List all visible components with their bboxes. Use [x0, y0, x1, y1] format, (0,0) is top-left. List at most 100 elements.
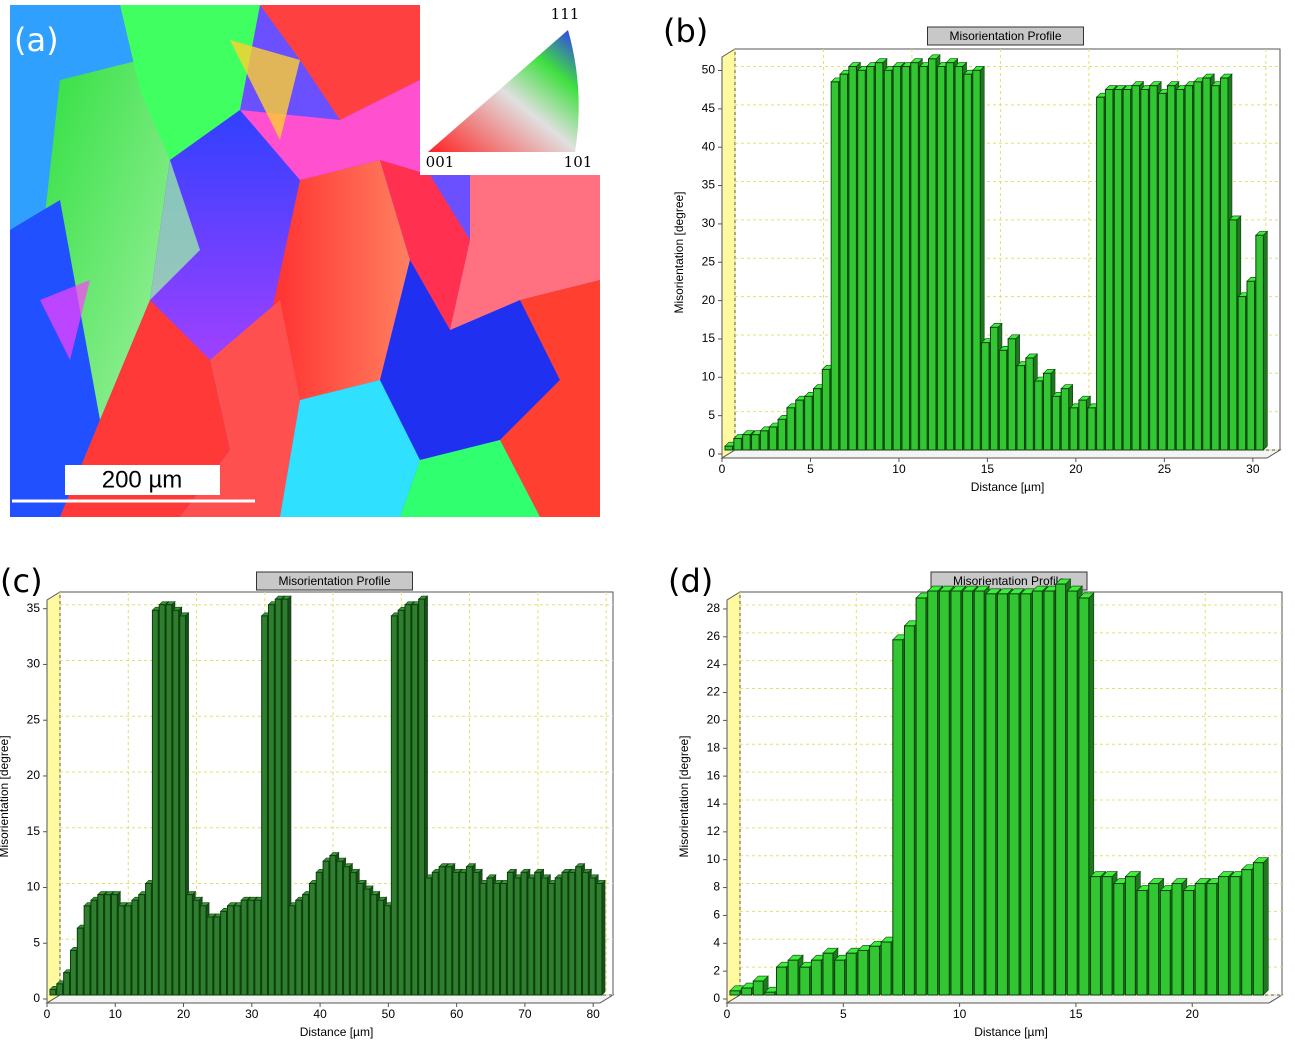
- x-tick-label: 60: [450, 1007, 464, 1021]
- chart-title: Misorientation Profile: [953, 574, 1065, 588]
- y-tick-label: 14: [707, 796, 721, 810]
- bar: [213, 916, 221, 996]
- bar: [1113, 89, 1123, 451]
- bar: [1217, 876, 1229, 996]
- bar: [1113, 883, 1125, 996]
- bar: [227, 905, 234, 996]
- bar: [989, 326, 999, 451]
- ipf-label: 101: [564, 153, 593, 171]
- x-tick-label: 25: [1158, 462, 1172, 476]
- bar: [804, 395, 813, 451]
- bar: [1122, 89, 1132, 451]
- y-tick-label: 0: [33, 991, 40, 1005]
- bar: [124, 905, 132, 996]
- bar: [452, 871, 460, 996]
- bar: [1034, 380, 1043, 451]
- bar: [869, 945, 880, 996]
- y-tick-label: 10: [707, 852, 721, 866]
- bar: [595, 882, 603, 996]
- y-axis-label: Misorientation [degree]: [0, 735, 11, 857]
- bar: [404, 604, 412, 996]
- bar: [830, 81, 840, 451]
- bar: [541, 877, 548, 996]
- bar: [1016, 365, 1025, 451]
- bar: [240, 899, 248, 996]
- y-tick-label: 28: [707, 601, 721, 615]
- bar: [56, 983, 64, 996]
- bar: [927, 590, 939, 996]
- bar: [220, 910, 227, 996]
- bar: [1229, 876, 1241, 996]
- x-tick-label: 5: [840, 1007, 847, 1021]
- y-tick-label: 30: [702, 216, 716, 230]
- x-tick-label: 50: [382, 1007, 396, 1021]
- y-tick-label: 16: [707, 768, 721, 782]
- chart-title: Misorientation Profile: [278, 574, 390, 588]
- bar: [233, 905, 241, 996]
- bar: [1069, 407, 1079, 451]
- panel-label: (a): [14, 21, 59, 59]
- bar: [459, 871, 466, 996]
- bar: [76, 927, 84, 996]
- bar: [1078, 399, 1087, 451]
- bar: [998, 349, 1008, 451]
- bar: [1171, 883, 1183, 996]
- bar: [927, 58, 937, 451]
- bar: [110, 894, 118, 996]
- ipf-label: 001: [426, 153, 455, 171]
- bar: [520, 871, 528, 996]
- bar: [1131, 85, 1141, 451]
- bar: [848, 66, 857, 451]
- y-tick-label: 5: [33, 935, 40, 949]
- bar: [131, 899, 139, 996]
- bar: [880, 941, 892, 996]
- bar: [186, 894, 193, 996]
- y-axis-label: Misorientation [degree]: [672, 191, 686, 313]
- bar: [418, 598, 425, 996]
- bar: [945, 62, 955, 451]
- bar: [1211, 85, 1220, 451]
- bar: [472, 871, 480, 996]
- bar: [1184, 85, 1194, 451]
- bar: [261, 615, 268, 996]
- bar: [936, 66, 946, 451]
- bar: [486, 877, 494, 996]
- bar: [431, 871, 439, 996]
- bar: [561, 871, 569, 996]
- bar: [165, 604, 173, 996]
- bar: [768, 426, 778, 451]
- bar: [834, 959, 846, 996]
- bar: [950, 590, 962, 996]
- y-tick-label: 24: [707, 657, 721, 671]
- ipf-label: 111: [551, 5, 580, 23]
- chart: (c) 0 5 10 15 20 25 30 35 0 10 20 30 40 50 60 70 80 Misori…: [0, 562, 615, 1039]
- y-tick-label: 4: [713, 935, 720, 949]
- bar: [729, 990, 741, 996]
- bar: [910, 62, 919, 451]
- x-tick-label: 0: [44, 1007, 51, 1021]
- y-tick-label: 10: [702, 369, 716, 383]
- bar: [724, 445, 734, 451]
- bar: [786, 407, 795, 451]
- bar: [315, 871, 323, 996]
- bar: [777, 418, 787, 451]
- bar: [90, 899, 98, 996]
- bar: [1104, 89, 1114, 451]
- bar: [247, 899, 255, 996]
- bar: [1060, 388, 1070, 451]
- bar: [883, 69, 893, 451]
- bar: [1159, 890, 1171, 996]
- bar: [254, 899, 262, 996]
- y-tick-label: 30: [27, 657, 41, 671]
- ipf-triangle: [428, 30, 579, 152]
- x-axis-label: Distance [µm]: [971, 480, 1045, 494]
- bar: [1175, 89, 1185, 451]
- bar: [1007, 338, 1017, 451]
- bar: [903, 625, 915, 996]
- bar: [1066, 590, 1078, 996]
- x-tick-label: 30: [1246, 462, 1260, 476]
- y-tick-label: 40: [702, 139, 716, 153]
- bar: [554, 877, 562, 996]
- bar: [281, 598, 289, 996]
